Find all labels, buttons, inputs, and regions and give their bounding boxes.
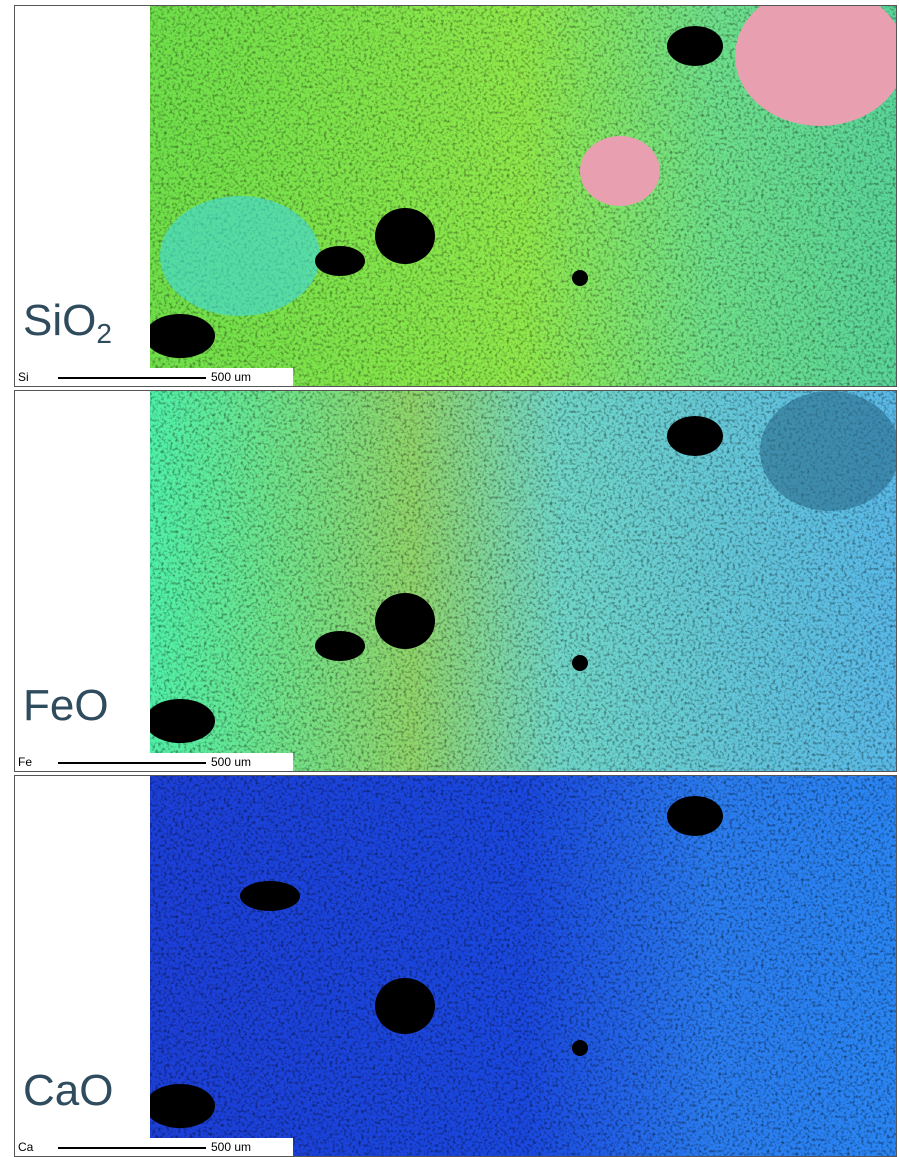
element-map	[150, 776, 897, 1157]
element-map	[150, 6, 897, 387]
label-text: 500 um	[211, 755, 251, 769]
map-panel: CaO Ca 500 um	[14, 775, 897, 1157]
label-text: Fe	[18, 755, 32, 769]
oxide-label: CaO	[23, 1066, 113, 1116]
label-text: CaO	[23, 1066, 113, 1115]
scale-strip: Fe 500 um	[15, 753, 293, 771]
element-map	[150, 391, 897, 772]
map-panel: FeO Fe 500 um	[14, 390, 897, 772]
oxide-label: FeO	[23, 681, 109, 731]
oxide-label: SiO2	[23, 296, 112, 350]
label-text: Si	[18, 370, 29, 384]
scale-strip: Si 500 um	[15, 368, 293, 386]
label-text: Ca	[18, 1140, 33, 1154]
subscript: 2	[96, 318, 112, 349]
figure: SiO2 Si 500 um FeO Fe 500 um CaO Ca 500 um	[0, 0, 899, 1157]
scale-strip: Ca 500 um	[15, 1138, 293, 1156]
label-text: FeO	[23, 681, 109, 730]
label-text: SiO	[23, 296, 96, 345]
map-panel: SiO2 Si 500 um	[14, 5, 897, 387]
label-text: 500 um	[211, 1140, 251, 1154]
label-text: 500 um	[211, 370, 251, 384]
